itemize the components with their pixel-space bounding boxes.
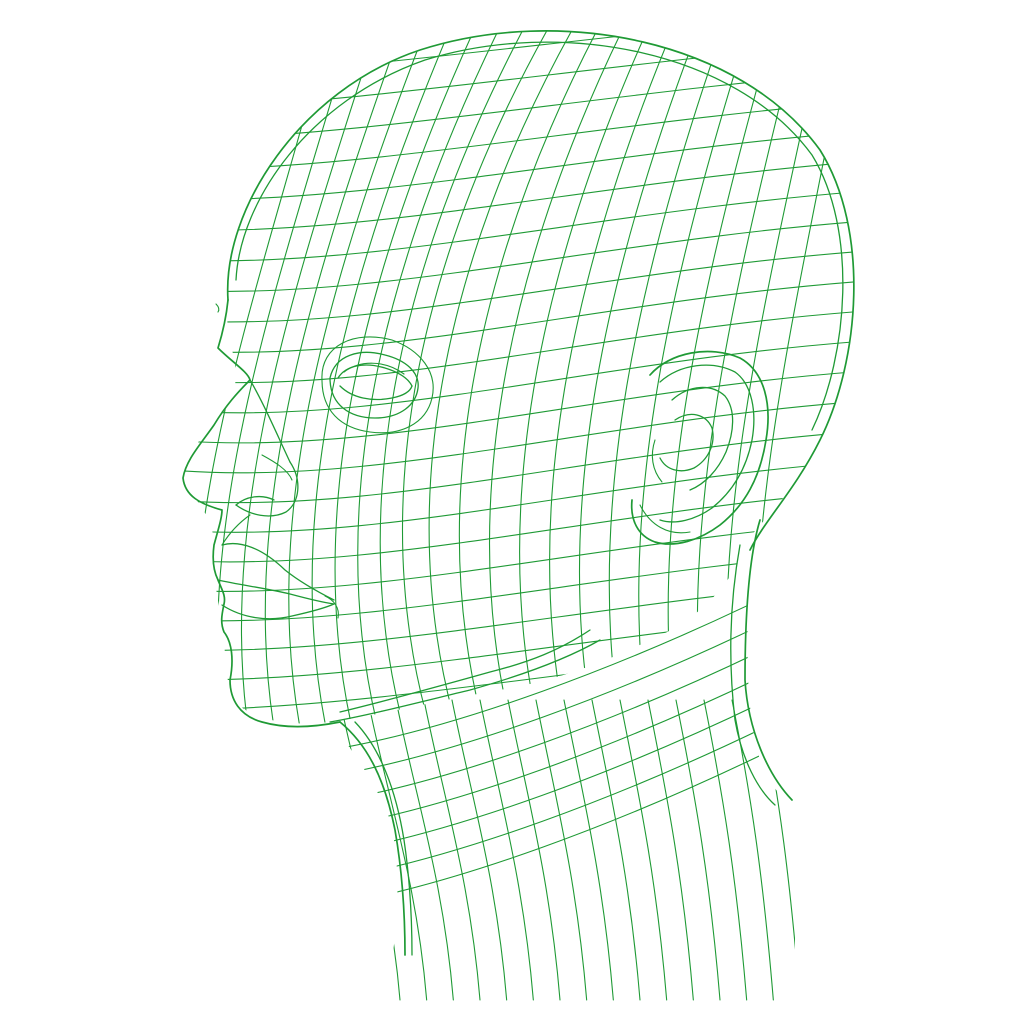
head-meridian-lines <box>192 30 851 724</box>
head-meridian-line <box>402 30 554 724</box>
head-latitude-line <box>183 519 854 593</box>
head-meridian-line <box>549 30 678 724</box>
mouth-corner <box>324 595 339 619</box>
skull-outline <box>226 30 855 551</box>
head-latitude-line <box>183 219 854 293</box>
jaw-line <box>329 639 601 723</box>
head-latitude-line <box>183 39 854 111</box>
face-features <box>182 30 855 956</box>
neck-ring-line <box>330 579 795 751</box>
nostril <box>235 495 275 506</box>
neck-vertical-lines <box>339 699 795 1001</box>
head-latitude-line <box>183 99 854 171</box>
upper-lip <box>221 542 335 601</box>
head-latitude-line <box>183 459 854 533</box>
head-latitude-line <box>183 189 854 262</box>
neck-ring-lines <box>330 579 795 907</box>
head-latitude-line <box>183 429 854 504</box>
eye-crease <box>343 362 405 375</box>
head-meridian-line <box>379 30 529 724</box>
eye-socket-outer <box>329 351 419 419</box>
ear-lobe <box>639 504 691 534</box>
head-meridian-line <box>428 30 579 724</box>
neck-vertical-line <box>423 699 481 1001</box>
eye-ring <box>321 336 434 434</box>
head-latitude-line <box>183 369 854 444</box>
head-latitude-line <box>183 489 854 563</box>
head-meridian-line <box>608 30 727 724</box>
head-meridian-line <box>357 30 504 724</box>
neck-vertical-line <box>647 699 694 1001</box>
neck-vertical-line <box>619 699 668 1001</box>
throat-outline-inner <box>354 721 413 956</box>
head-latitude-line <box>183 669 854 724</box>
head-latitude-line <box>183 699 854 724</box>
head-meridian-line <box>519 30 653 724</box>
jaw-line-upper <box>339 629 591 713</box>
neck-vertical-line <box>675 699 721 1001</box>
neck-vertical-line <box>479 699 534 1001</box>
neck-vertical-line <box>339 699 401 1001</box>
neck-vertical-line <box>535 699 588 1001</box>
skull-outline-inner <box>235 41 844 431</box>
neck-vertical-line <box>367 699 428 1001</box>
head-latitude-line <box>183 30 854 81</box>
nose-wing <box>235 461 299 517</box>
nose-bridge <box>249 379 291 463</box>
ear-outer <box>630 350 769 545</box>
head-latitude-line <box>183 399 854 474</box>
throat-outline <box>339 721 406 956</box>
ear-concha <box>659 413 714 472</box>
ear-helix <box>659 364 755 523</box>
neck-vertical-line <box>759 699 795 1001</box>
head-meridian-line <box>578 30 702 724</box>
head-meridian-line <box>638 30 752 724</box>
neck-mesh-grid <box>330 579 795 1001</box>
neck-vertical-line <box>451 699 508 1001</box>
lower-lip <box>221 603 335 620</box>
head-latitude-line <box>183 339 854 414</box>
neck-vertical-line <box>395 699 454 1001</box>
nose-side <box>261 454 293 481</box>
head-meridian-line <box>489 30 628 724</box>
head-latitude-line <box>183 309 854 384</box>
neck-vertical-line <box>731 699 774 1001</box>
neck-ring-line <box>330 605 795 777</box>
nape-outline <box>744 519 793 801</box>
lip-line <box>217 579 335 605</box>
head-meridian-line <box>216 30 356 724</box>
head-meridian-line <box>264 30 405 724</box>
ear-antihelix <box>671 386 734 491</box>
head-latitude-line <box>183 279 854 353</box>
neck-vertical-line <box>703 699 748 1001</box>
head-latitude-line <box>183 249 854 323</box>
head-meridian-line <box>311 30 455 724</box>
head-meridian-line <box>667 30 777 724</box>
neck-ring-line <box>330 631 795 803</box>
nape-outline-inner <box>730 544 776 806</box>
neck-vertical-line <box>563 699 614 1001</box>
head-meridian-line <box>334 30 480 724</box>
head-meridian-line <box>725 30 826 724</box>
head-latitude-line <box>183 129 854 201</box>
head-mesh-grid <box>183 30 854 724</box>
philtrum <box>221 514 251 546</box>
ear-tragus <box>651 439 663 483</box>
eye-lower-lid <box>339 385 413 401</box>
head-meridian-line <box>458 30 603 724</box>
neck-vertical-line <box>507 699 561 1001</box>
neck-vertical-line <box>591 699 641 1001</box>
head-meridian-line <box>754 30 851 724</box>
forehead-mark <box>215 303 220 313</box>
head-latitude-line <box>183 159 854 231</box>
head-meridian-line <box>240 30 381 724</box>
